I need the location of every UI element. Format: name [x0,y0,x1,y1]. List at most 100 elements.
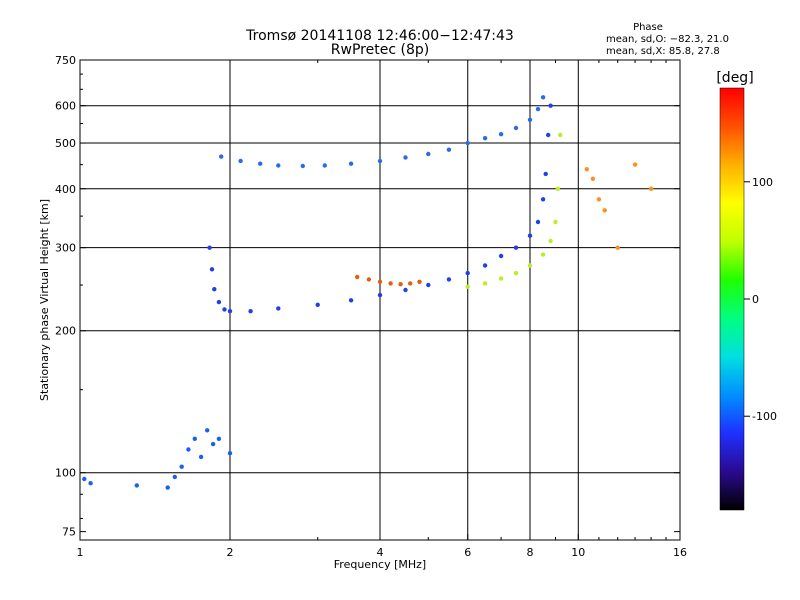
data-point [88,481,93,486]
data-point [584,167,589,172]
data-point [238,158,243,164]
y-tick-label: 75 [62,526,76,539]
data-point [355,274,360,280]
x-tick-label: 1 [77,546,84,559]
legend-line-o: mean, sd,O: −82.3, 21.0 [606,34,729,45]
data-point [596,197,602,202]
data-point [632,162,638,167]
data-point [498,132,504,137]
data-point [498,276,504,281]
colorbar-ticks: 100 0 -100 [744,176,777,423]
colorbar-tick-label: 100 [752,176,773,189]
chart-subtitle: RwPretec (8p) [331,42,429,58]
data-point [540,197,546,202]
data-point [482,263,488,268]
x-tick-label: 8 [527,546,534,559]
legend-line-x: mean, sd,X: 85.8, 27.8 [606,46,720,57]
data-point [276,306,281,311]
data-point [398,282,403,287]
data-point [377,292,383,298]
data-point [134,483,139,488]
x-tick-label: 4 [377,546,384,559]
data-point [558,132,563,138]
grid-lines [80,60,680,540]
y-tick-label: 100 [55,467,76,480]
chart-title: Tromsø 20141108 12:46:00−12:47:43 [245,28,514,44]
data-point [227,451,233,456]
data-point [205,428,210,433]
data-point [590,176,596,181]
data-point [498,253,504,259]
data-point [527,117,533,123]
data-point [192,436,197,441]
data-point [426,282,431,288]
data-point [258,161,263,166]
data-point [465,140,470,146]
y-tick-label: 750 [55,54,76,67]
data-point [198,454,204,460]
data-point [513,245,519,250]
data-point [315,302,320,307]
data-point [446,147,452,152]
data-point [408,281,413,286]
colorbar-tick-label: -100 [752,410,777,423]
y-axis-ticks: 75 100 200 300 400 500 600 750 [55,54,680,539]
data-point [546,132,551,138]
data-point [548,103,553,108]
x-axis-label: Frequency [MHz] [334,558,426,571]
data-point [248,309,253,314]
data-point [527,263,533,268]
data-point [377,279,383,284]
data-point [403,287,408,293]
data-point [543,171,548,177]
y-axis-label: Stationary phase Virtual Height [km] [38,199,51,401]
colorbar-label: [deg] [716,70,753,86]
data-point [513,270,519,276]
data-point [553,219,558,225]
y-tick-label: 300 [55,242,76,255]
data-point [366,277,372,282]
data-point [602,208,607,213]
data-point [219,154,224,159]
colorbar [719,87,745,511]
y-tick-label: 400 [55,183,76,196]
data-point [207,245,212,250]
legend-title: Phase [633,22,663,33]
data-point [348,161,354,166]
data-point [179,464,184,469]
data-point [216,436,222,441]
y-tick-label: 600 [55,100,76,113]
data-point [210,441,216,447]
data-point [465,270,470,276]
data-point [216,299,222,305]
data-point [165,485,170,490]
data-point [513,125,519,131]
x-axis-ticks: 1 2 4 6 8 10 16 [77,60,687,559]
data-point [322,163,327,168]
data-point [212,287,217,292]
data-point [540,252,546,257]
data-points [82,95,654,490]
data-point [377,158,383,164]
x-tick-label: 16 [673,546,687,559]
data-point [540,95,546,100]
data-point [172,474,177,480]
data-point [227,309,233,314]
data-point [535,219,541,225]
data-point [300,163,305,169]
data-point [82,476,87,482]
data-point [465,284,470,289]
data-point [648,186,654,191]
data-point [482,281,488,286]
data-point [446,277,452,282]
data-point [348,298,354,303]
data-point [535,106,541,112]
data-point [222,307,227,312]
data-point [417,279,422,284]
data-point [276,163,281,168]
y-tick-label: 200 [55,325,76,338]
data-point [527,233,533,238]
data-point [548,238,553,244]
data-point [209,267,215,272]
data-point [388,281,393,286]
